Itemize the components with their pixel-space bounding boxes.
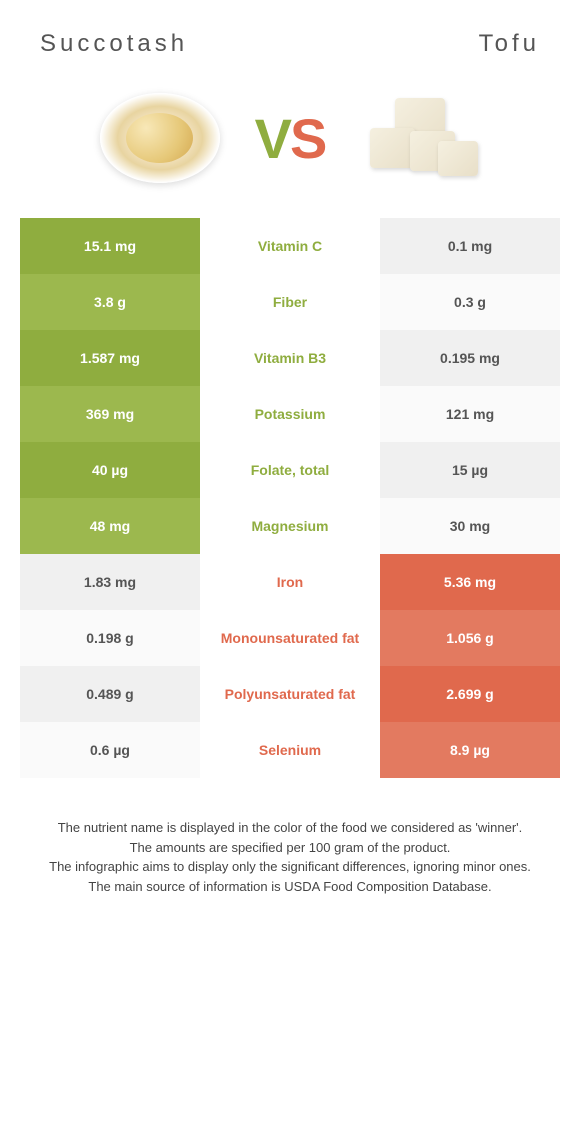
footer-line: The amounts are specified per 100 gram o… [30,838,550,858]
vs-label: VS [255,106,326,171]
table-row: 40 µgFolate, total15 µg [20,442,560,498]
value-right: 0.1 mg [380,218,560,274]
nutrient-name: Folate, total [200,442,380,498]
value-right: 121 mg [380,386,560,442]
value-left: 3.8 g [20,274,200,330]
food-title-left: Succotash [40,30,188,58]
food-image-left [95,88,225,188]
nutrient-name: Monounsaturated fat [200,610,380,666]
table-row: 48 mgMagnesium30 mg [20,498,560,554]
value-right: 1.056 g [380,610,560,666]
tofu-blocks-icon [360,93,480,183]
vs-s: S [290,107,325,170]
nutrient-name: Selenium [200,722,380,778]
nutrient-name: Magnesium [200,498,380,554]
nutrient-name: Vitamin C [200,218,380,274]
nutrient-name: Iron [200,554,380,610]
vs-v: V [255,107,290,170]
value-left: 48 mg [20,498,200,554]
value-right: 2.699 g [380,666,560,722]
table-row: 1.83 mgIron5.36 mg [20,554,560,610]
value-right: 8.9 µg [380,722,560,778]
value-left: 0.198 g [20,610,200,666]
food-image-right [355,88,485,188]
value-left: 15.1 mg [20,218,200,274]
nutrient-name: Vitamin B3 [200,330,380,386]
nutrient-name: Potassium [200,386,380,442]
value-right: 15 µg [380,442,560,498]
footer-line: The main source of information is USDA F… [30,877,550,897]
table-row: 3.8 gFiber0.3 g [20,274,560,330]
value-right: 0.3 g [380,274,560,330]
table-row: 1.587 mgVitamin B30.195 mg [20,330,560,386]
succotash-plate-icon [100,93,220,183]
value-right: 5.36 mg [380,554,560,610]
value-left: 40 µg [20,442,200,498]
table-row: 0.6 µgSelenium8.9 µg [20,722,560,778]
nutrient-name: Polyunsaturated fat [200,666,380,722]
table-row: 15.1 mgVitamin C0.1 mg [20,218,560,274]
value-right: 0.195 mg [380,330,560,386]
table-row: 0.489 gPolyunsaturated fat2.699 g [20,666,560,722]
value-left: 0.489 g [20,666,200,722]
table-row: 0.198 gMonounsaturated fat1.056 g [20,610,560,666]
value-left: 0.6 µg [20,722,200,778]
vs-row: VS [0,68,580,218]
header-row: Succotash Tofu [0,0,580,68]
value-right: 30 mg [380,498,560,554]
footer-notes: The nutrient name is displayed in the co… [0,778,580,916]
value-left: 1.83 mg [20,554,200,610]
footer-line: The infographic aims to display only the… [30,857,550,877]
table-row: 369 mgPotassium121 mg [20,386,560,442]
nutrient-table: 15.1 mgVitamin C0.1 mg3.8 gFiber0.3 g1.5… [20,218,560,778]
nutrient-name: Fiber [200,274,380,330]
value-left: 369 mg [20,386,200,442]
value-left: 1.587 mg [20,330,200,386]
footer-line: The nutrient name is displayed in the co… [30,818,550,838]
food-title-right: Tofu [479,30,540,58]
